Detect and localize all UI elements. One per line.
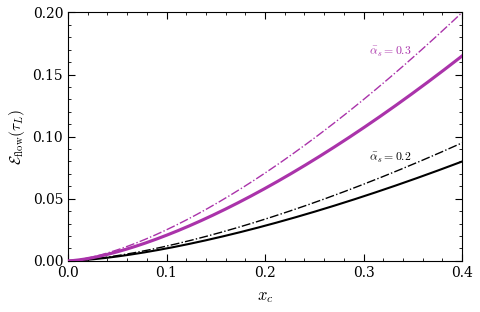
X-axis label: $x_c$: $x_c$	[257, 288, 273, 305]
Text: $\bar{\alpha}_s=0.2$: $\bar{\alpha}_s=0.2$	[369, 151, 411, 165]
Y-axis label: $\mathcal{E}_{\mathrm{flow}}(\tau_L)$: $\mathcal{E}_{\mathrm{flow}}(\tau_L)$	[7, 109, 27, 165]
Text: $\bar{\alpha}_s=0.3$: $\bar{\alpha}_s=0.3$	[369, 45, 411, 59]
